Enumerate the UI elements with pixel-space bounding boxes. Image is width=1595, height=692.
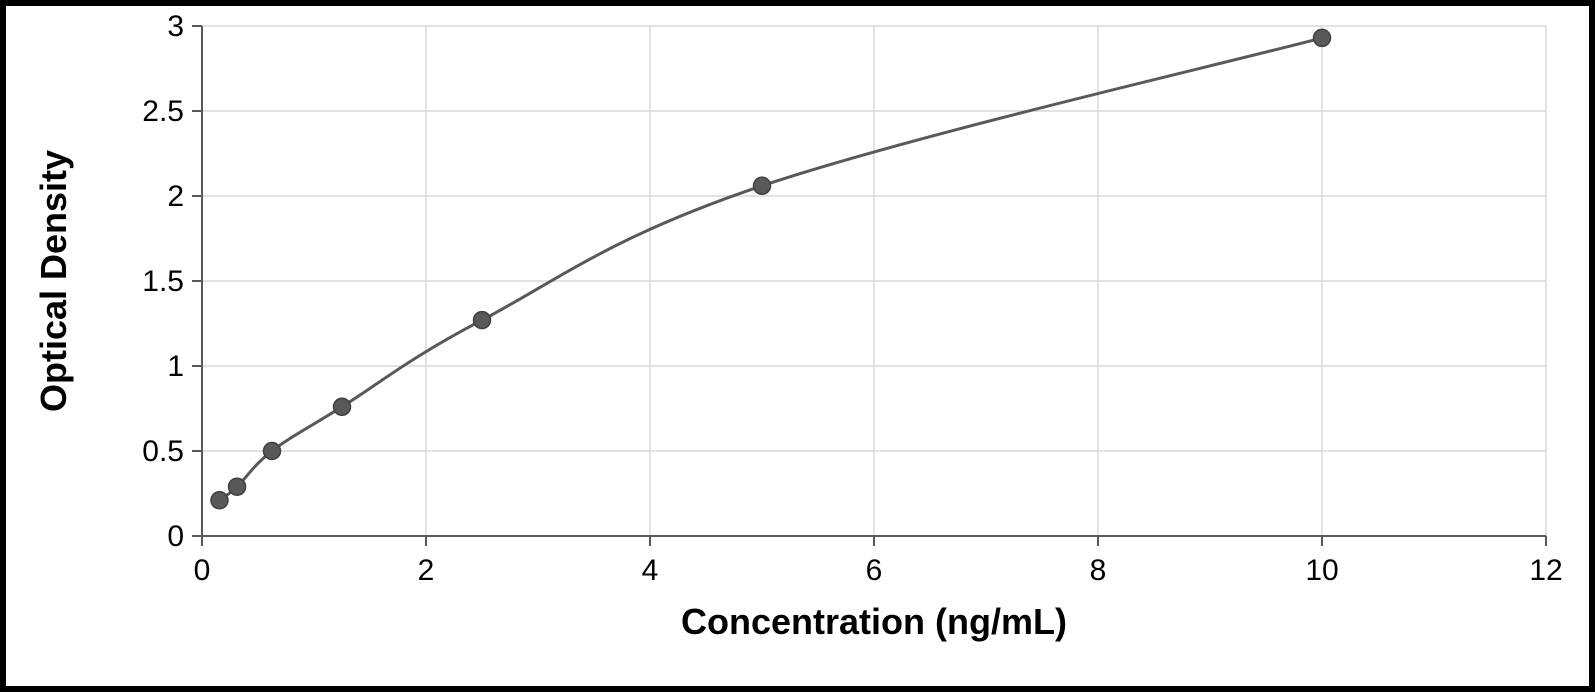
y-tick-label: 2.5 xyxy=(142,95,184,128)
data-point xyxy=(229,478,246,495)
y-tick-label: 1 xyxy=(167,350,184,383)
chart-background xyxy=(6,6,1589,686)
x-tick-label: 10 xyxy=(1305,554,1338,587)
x-tick-label: 12 xyxy=(1529,554,1562,587)
x-tick-label: 8 xyxy=(1090,554,1107,587)
chart-canvas: 0 2 4 6 8 10 12 0 0.5 1 1.5 2 2.5 3 Concentration (ng/… xyxy=(6,6,1589,686)
y-tick-label: 1.5 xyxy=(142,265,184,298)
y-tick-label: 0.5 xyxy=(142,435,184,468)
y-tick-label: 3 xyxy=(167,10,184,43)
x-tick-label: 6 xyxy=(866,554,883,587)
data-point xyxy=(474,312,491,329)
data-point xyxy=(264,443,281,460)
chart-frame: 0 2 4 6 8 10 12 0 0.5 1 1.5 2 2.5 3 Concentration (ng/… xyxy=(0,0,1595,692)
y-axis-label: Optical Density xyxy=(33,150,74,412)
data-point xyxy=(211,492,228,509)
x-tick-label: 2 xyxy=(418,554,435,587)
data-point xyxy=(754,177,771,194)
x-tick-label: 4 xyxy=(642,554,659,587)
x-axis-label: Concentration (ng/mL) xyxy=(681,601,1067,642)
data-point xyxy=(1314,29,1331,46)
y-tick-label: 0 xyxy=(167,520,184,553)
data-point xyxy=(334,398,351,415)
x-tick-label: 0 xyxy=(194,554,211,587)
y-tick-label: 2 xyxy=(167,180,184,213)
